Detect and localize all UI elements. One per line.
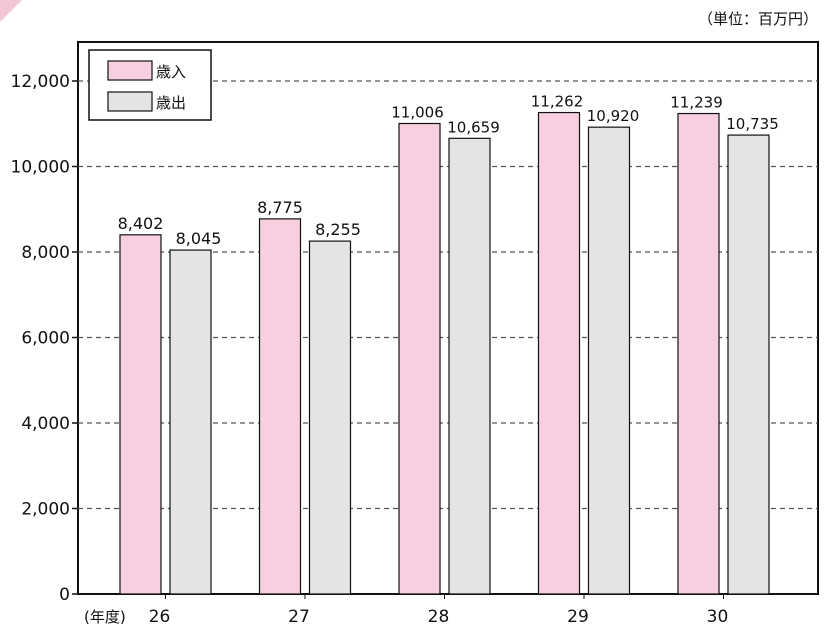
x-category-label: 28 <box>428 607 450 627</box>
corner-decoration <box>0 0 22 22</box>
data-label: 8,402 <box>118 214 164 233</box>
data-label: 8,045 <box>176 229 222 248</box>
data-label: 11,239 <box>670 94 723 112</box>
bar-revenue-27 <box>258 218 302 595</box>
y-tick-label: 12,000 <box>11 72 70 92</box>
unit-label: （単位：百万円） <box>698 10 818 28</box>
bar-expenditure-27 <box>308 240 352 595</box>
data-label: 10,735 <box>726 115 779 133</box>
bars: 8,4028,0458,7758,25511,00610,65911,26210… <box>118 93 779 595</box>
data-label: 8,255 <box>315 220 361 239</box>
x-unit-label: (年度) <box>84 608 126 626</box>
legend-label-expenditure: 歳出 <box>156 94 186 112</box>
y-tick-label: 2,000 <box>21 500 70 520</box>
bar-expenditure-30 <box>727 134 770 595</box>
y-axis: 0 2,000 4,000 6,000 8,000 10,000 12,000 <box>11 72 78 605</box>
legend: 歳入 歳出 <box>88 49 212 121</box>
legend-swatch-revenue <box>107 60 153 81</box>
y-tick-label: 4,000 <box>21 414 70 434</box>
bar-expenditure-29 <box>587 126 631 595</box>
data-label: 8,775 <box>257 198 303 217</box>
data-label: 11,006 <box>391 103 444 121</box>
bar-expenditure-26 <box>169 249 212 595</box>
bar-expenditure-28 <box>448 137 491 595</box>
x-axis: (年度) 26 27 28 29 30 <box>84 594 728 627</box>
bar-revenue-26 <box>119 234 162 595</box>
y-tick-label: 6,000 <box>21 329 70 349</box>
x-category-label: 29 <box>567 607 589 627</box>
data-label: 10,659 <box>447 118 500 136</box>
plot-frame <box>77 41 819 595</box>
bar-revenue-28 <box>398 122 441 595</box>
x-category-label: 27 <box>288 607 310 627</box>
x-category-label: 30 <box>707 607 729 627</box>
y-tick-label: 10,000 <box>11 158 70 178</box>
data-label: 11,262 <box>531 93 584 111</box>
bar-revenue-29 <box>537 111 581 595</box>
x-category-label: 26 <box>149 607 171 627</box>
bar-revenue-30 <box>677 112 720 595</box>
legend-label-revenue: 歳入 <box>156 63 186 81</box>
legend-swatch-expenditure <box>107 91 153 112</box>
y-tick-label: 0 <box>59 585 70 605</box>
data-label: 10,920 <box>587 107 640 125</box>
y-tick-label: 8,000 <box>21 243 70 263</box>
